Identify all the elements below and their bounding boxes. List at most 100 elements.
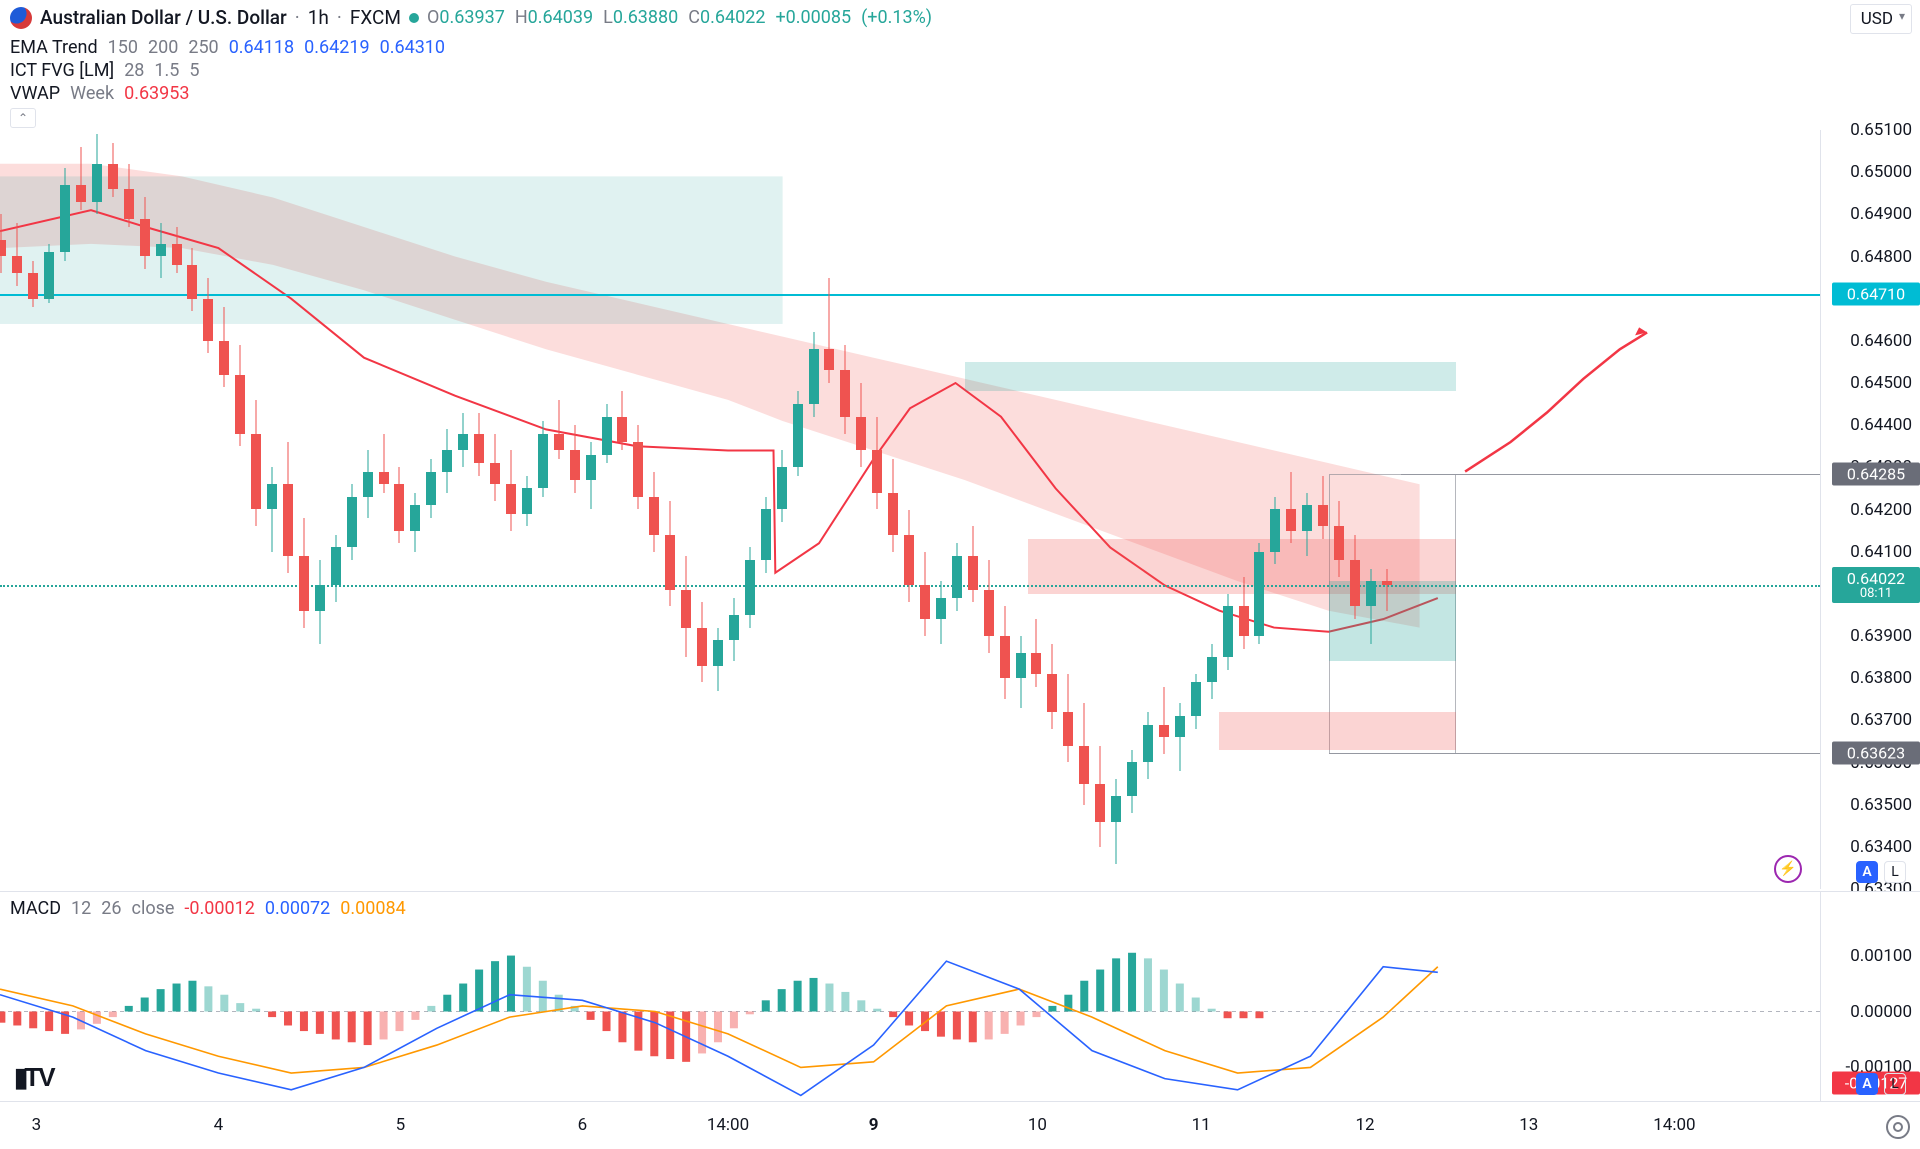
- macd-hist-bar: [1017, 1012, 1025, 1026]
- macd-tick: 0.00000: [1850, 1002, 1912, 1022]
- macd-hist-bar: [666, 1012, 674, 1060]
- fvg-legend[interactable]: ICT FVG [LM] 28 1.5 5: [10, 60, 1920, 81]
- macd-hist-bar: [45, 1012, 53, 1032]
- candle: [1127, 750, 1137, 813]
- candle: [570, 425, 580, 492]
- macd-hist-bar: [1128, 953, 1136, 1012]
- candle: [219, 307, 229, 387]
- candle: [713, 628, 723, 691]
- candle: [968, 526, 978, 602]
- time-tick: 14:00: [707, 1115, 749, 1135]
- candle: [92, 134, 102, 214]
- macd-hist-bar: [841, 992, 849, 1012]
- candle: [665, 501, 675, 606]
- macd-hist-bar: [507, 956, 515, 1012]
- candle: [426, 459, 436, 518]
- price-tick: 0.64500: [1850, 373, 1912, 393]
- candle: [331, 535, 341, 602]
- macd-hist-bar: [443, 995, 451, 1012]
- macd-hist-bar: [857, 1000, 865, 1011]
- symbol-header: Australian Dollar / U.S. Dollar · 1h · F…: [0, 0, 1920, 35]
- candle: [124, 164, 134, 227]
- price-chart[interactable]: 0.651000.650000.649000.648000.647000.646…: [0, 130, 1920, 889]
- macd-panel[interactable]: MACD 12 26 close -0.00012 0.00072 0.0008…: [0, 891, 1920, 1101]
- macd-hist-bar: [1192, 998, 1200, 1012]
- chart-plot-area[interactable]: [0, 130, 1820, 889]
- macd-hist-bar: [1001, 1012, 1009, 1034]
- candle: [12, 223, 22, 286]
- time-tick: 9: [869, 1115, 879, 1135]
- candle: [1047, 644, 1057, 728]
- macd-hist-bar: [1160, 970, 1168, 1012]
- candle: [235, 345, 245, 446]
- candle: [28, 261, 38, 307]
- candle: [840, 345, 850, 434]
- currency-select[interactable]: USD: [1850, 4, 1912, 34]
- price-tick: 0.64800: [1850, 247, 1912, 267]
- candle: [363, 450, 373, 517]
- macd-plot-area[interactable]: [0, 922, 1820, 1101]
- live-dot-icon: [409, 13, 419, 23]
- macd-hist-bar: [1080, 981, 1088, 1012]
- fvg-zone: [965, 362, 1456, 392]
- macd-hist-bar: [1240, 1012, 1248, 1019]
- macd-hist-bar: [0, 1012, 5, 1023]
- price-tick: 0.63900: [1850, 626, 1912, 646]
- candle: [856, 383, 866, 467]
- price-axis[interactable]: 0.651000.650000.649000.648000.647000.646…: [1820, 130, 1920, 889]
- auto-log-badge-macd[interactable]: A L: [1856, 1073, 1906, 1095]
- price-badge: 0.63623: [1832, 741, 1920, 764]
- candle: [602, 404, 612, 463]
- macd-hist-bar: [29, 1012, 37, 1029]
- macd-hist-bar: [1112, 958, 1120, 1011]
- price-tick: 0.65000: [1850, 162, 1912, 182]
- macd-hist-bar: [905, 1012, 913, 1026]
- macd-hist-bar: [411, 1012, 419, 1020]
- auto-log-badge-chart[interactable]: A L: [1856, 861, 1906, 883]
- time-axis[interactable]: 345614:0091011121314:00: [0, 1101, 1920, 1149]
- time-tick: 10: [1028, 1115, 1047, 1135]
- candle: [1207, 644, 1217, 699]
- macd-hist-bar: [475, 970, 483, 1012]
- macd-hist-bar: [969, 1012, 977, 1043]
- macd-hist-bar: [921, 1012, 929, 1032]
- macd-hist-bar: [825, 984, 833, 1012]
- candle: [379, 434, 389, 493]
- macd-hist-bar: [889, 1012, 897, 1018]
- macd-hist-bar: [125, 1006, 133, 1012]
- candle: [1175, 703, 1185, 770]
- macd-hist-bar: [810, 978, 818, 1012]
- candle: [347, 484, 357, 560]
- macd-axis[interactable]: 0.001000.00000-0.00100-0.00127: [1820, 892, 1920, 1101]
- candle: [904, 510, 914, 603]
- fvg-zone: [1329, 581, 1456, 661]
- legend-collapse-button[interactable]: ⌃: [10, 108, 36, 128]
- candle: [283, 442, 293, 573]
- macd-hist-bar: [587, 1012, 595, 1020]
- ema-legend[interactable]: EMA Trend 150 200 250 0.64118 0.64219 0.…: [10, 37, 1920, 58]
- candle: [761, 497, 771, 573]
- candle: [172, 227, 182, 273]
- candle: [920, 552, 930, 636]
- replay-icon[interactable]: [1774, 855, 1802, 883]
- vwap-legend[interactable]: VWAP Week 0.63953: [10, 83, 1920, 104]
- pair-title[interactable]: Australian Dollar / U.S. Dollar: [40, 6, 287, 29]
- time-tick: 13: [1519, 1115, 1538, 1135]
- macd-hist-bar: [650, 1012, 658, 1057]
- candle: [617, 391, 627, 450]
- candle: [649, 472, 659, 552]
- macd-legend[interactable]: MACD 12 26 close -0.00012 0.00072 0.0008…: [0, 892, 1920, 925]
- candle: [809, 332, 819, 416]
- candle: [1016, 636, 1026, 708]
- ohlc-readout: O0.63937 H0.64039 L0.63880 C0.64022 +0.0…: [427, 7, 932, 28]
- time-tick: 12: [1355, 1115, 1374, 1135]
- candle: [1239, 577, 1249, 649]
- macd-hist-bar: [730, 1012, 738, 1029]
- candle: [140, 197, 150, 269]
- price-tick: 0.64400: [1850, 415, 1912, 435]
- candle: [299, 518, 309, 628]
- gear-icon[interactable]: [1886, 1115, 1910, 1139]
- candle: [793, 391, 803, 475]
- macd-hist-bar: [204, 986, 212, 1011]
- interval[interactable]: 1h: [308, 6, 329, 29]
